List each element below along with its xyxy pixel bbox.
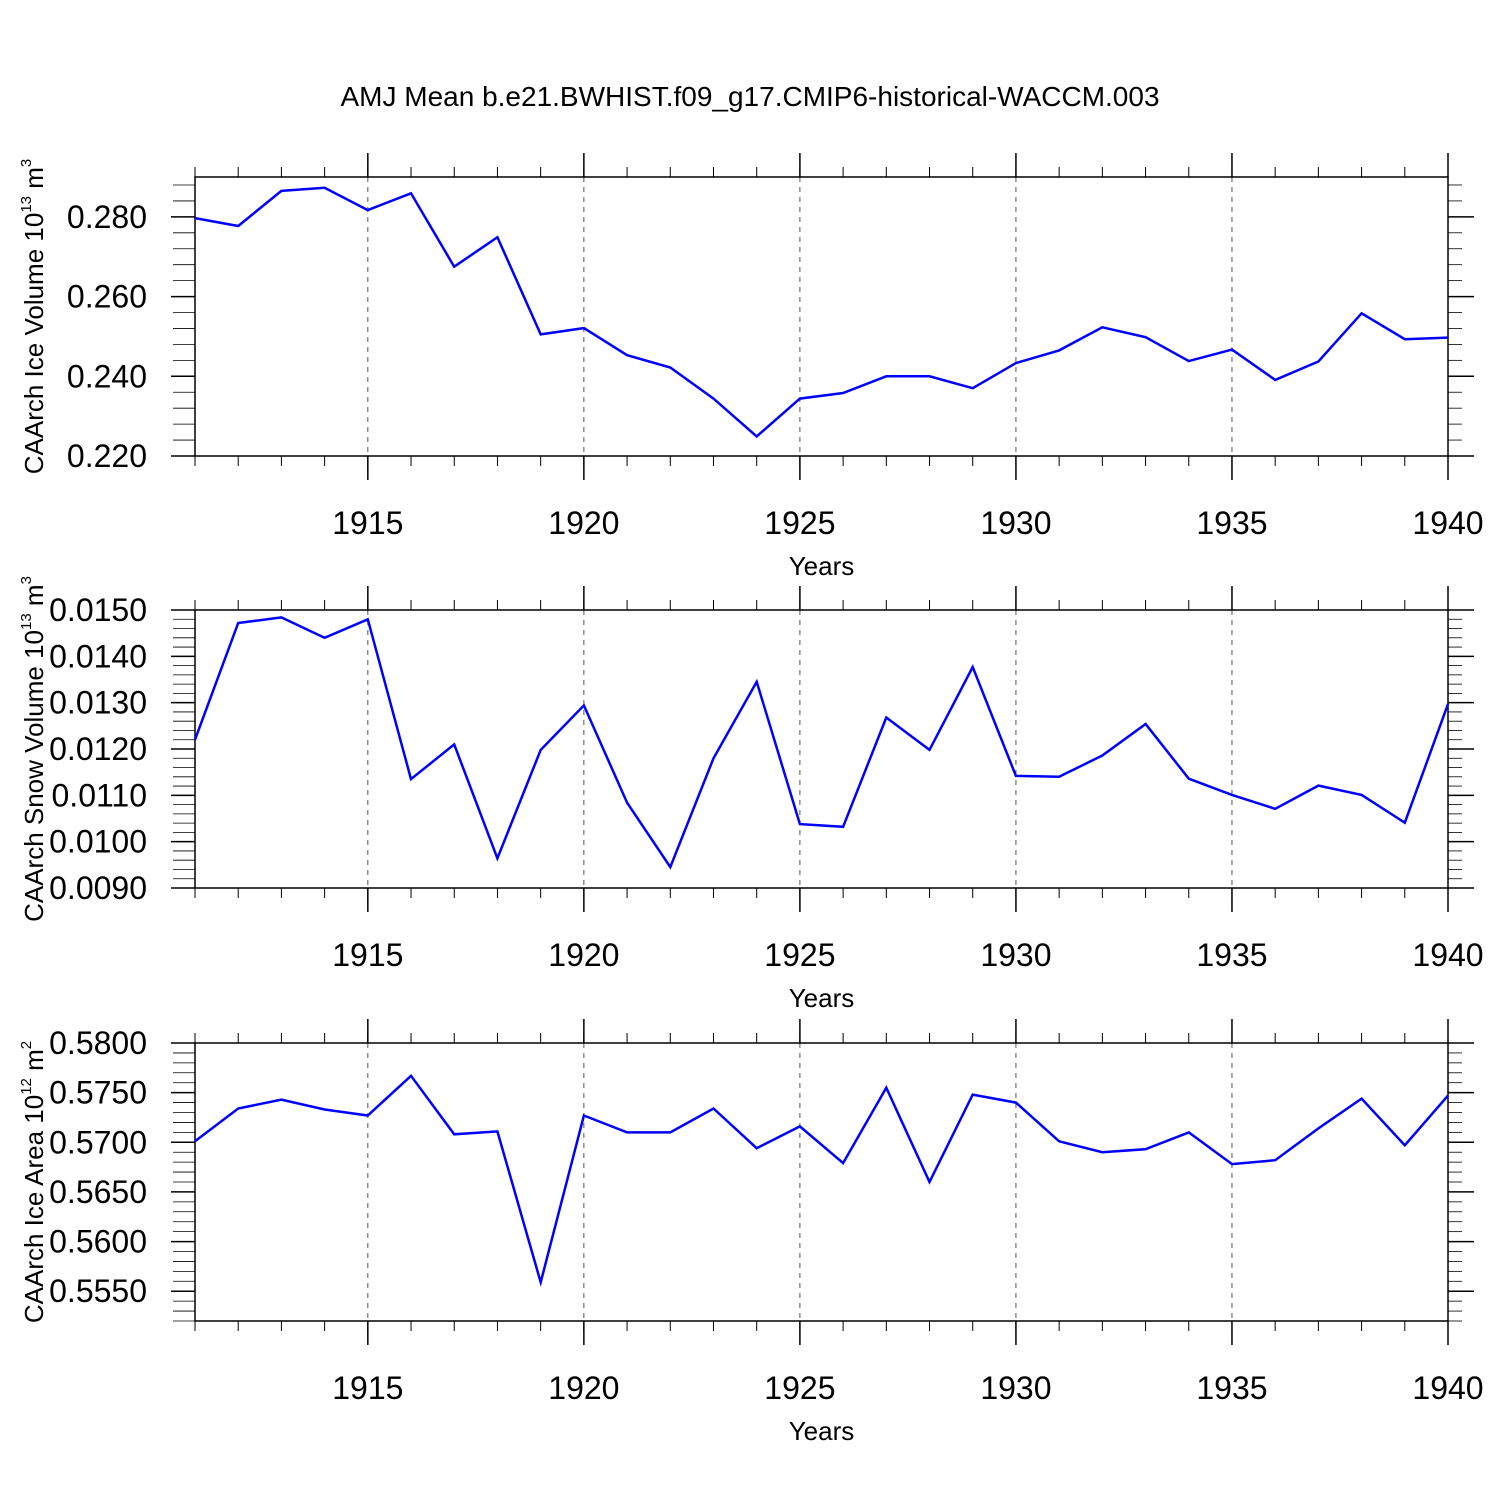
y-axis-label: CAArch Snow Volume 1013 m3	[18, 576, 49, 922]
chart-panel-1: 0.220 0.240 0.260 0.280 1915 1920 1925 1930 1935…	[18, 153, 1484, 581]
series-line	[194, 186, 1449, 439]
y-tick-label: 0.0110	[52, 777, 148, 813]
y-tick-label: 0.240	[67, 358, 147, 394]
y-tick-label: 0.280	[67, 199, 147, 235]
x-tick-label: 1920	[548, 1370, 619, 1406]
chart-panels: 0.220 0.240 0.260 0.280 1915 1920 1925 1930 1935…	[18, 153, 1484, 1446]
x-tick-label: 1930	[980, 1370, 1051, 1406]
y-tick-label: 0.0140	[49, 638, 147, 674]
series-line	[193, 616, 1450, 870]
chart-panel-2: 0.0090 0.0100 0.0110 0.0120 0.0130 0.0140 0.01…	[18, 576, 1484, 1013]
x-tick-label: 1920	[548, 505, 619, 541]
y-tick-label: 0.260	[67, 279, 147, 315]
y-tick-label: 0.5550	[49, 1273, 147, 1309]
y-tick-label: 0.0130	[49, 685, 147, 721]
y-tick-label: 0.0150	[49, 592, 147, 628]
x-tick-label: 1915	[332, 505, 403, 541]
y-tick-label: 0.5750	[49, 1075, 147, 1111]
y-tick-label: 0.220	[67, 438, 147, 474]
x-tick-label: 1940	[1412, 1370, 1483, 1406]
y-axis-label: CAArch Ice Volume 1013 m3	[18, 159, 49, 475]
y-tick-label: 0.5700	[49, 1124, 147, 1160]
series-line	[194, 1073, 1449, 1288]
y-tick-label: 0.0100	[49, 824, 147, 860]
x-tick-label: 1935	[1196, 937, 1267, 973]
y-tick-label: 0.0120	[49, 731, 147, 767]
x-tick-label: 1925	[764, 505, 835, 541]
x-tick-label: 1915	[332, 937, 403, 973]
x-tick-label: 1935	[1196, 1370, 1267, 1406]
x-tick-label: 1940	[1412, 937, 1483, 973]
y-axis-label: CAArch Ice Area 1012 m2	[18, 1041, 49, 1323]
x-axis-label: Years	[789, 983, 855, 1013]
plot-frame	[194, 176, 1449, 457]
x-tick-label: 1925	[764, 1370, 835, 1406]
chart-panel-3: 0.5550 0.5600 0.5650 0.5700 0.5750 0.5800 1915…	[18, 1019, 1484, 1446]
x-tick-label: 1935	[1196, 505, 1267, 541]
x-tick-label: 1930	[980, 505, 1051, 541]
x-tick-label: 1915	[332, 1370, 403, 1406]
x-tick-label: 1920	[548, 937, 619, 973]
y-tick-label: 0.5800	[49, 1025, 147, 1061]
figure-title: AMJ Mean b.e21.BWHIST.f09_g17.CMIP6-hist…	[340, 81, 1159, 112]
x-tick-label: 1925	[764, 937, 835, 973]
plot-frame	[194, 609, 1449, 889]
x-tick-label: 1930	[980, 937, 1051, 973]
y-tick-label: 0.5600	[49, 1224, 147, 1260]
y-tick-label: 0.5650	[49, 1174, 147, 1210]
x-axis-label: Years	[789, 551, 855, 581]
y-tick-label: 0.0090	[49, 870, 147, 906]
x-axis-label: Years	[789, 1416, 855, 1446]
plot-frame	[194, 1042, 1449, 1322]
x-tick-label: 1940	[1412, 505, 1483, 541]
